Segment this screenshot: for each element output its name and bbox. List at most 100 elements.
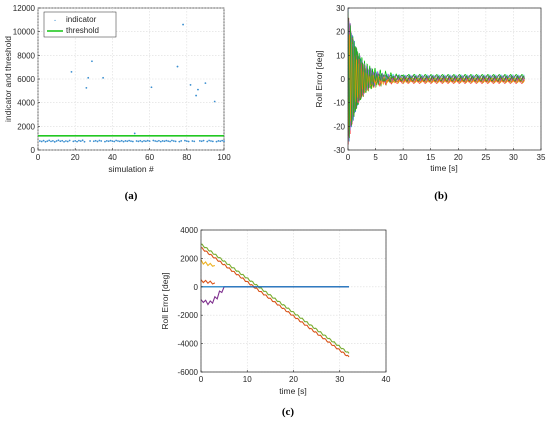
indicator-point — [198, 139, 201, 142]
indicator-point — [165, 139, 168, 142]
indicator-point — [51, 139, 54, 142]
indicator-point — [144, 140, 147, 143]
indicator-point — [171, 139, 173, 142]
indicator-point — [176, 65, 179, 68]
y-tick-label: -6000 — [178, 368, 199, 377]
indicator-point — [50, 140, 52, 143]
indicator-point — [128, 139, 131, 142]
indicator-point — [104, 140, 106, 143]
indicator-point — [83, 140, 86, 143]
x-tick-label: 0 — [199, 375, 204, 384]
indicator-point — [74, 139, 77, 142]
x-tick-label: 20 — [454, 153, 463, 162]
indicator-point — [206, 140, 209, 143]
indicator-point — [204, 82, 207, 85]
x-tick-label: 15 — [426, 153, 435, 162]
legend-label-indicator: indicator — [66, 15, 97, 24]
indicator-point — [148, 140, 151, 143]
indicator-point — [159, 140, 162, 143]
indicator-point — [150, 86, 153, 89]
indicator-point — [46, 140, 49, 143]
indicator-point — [115, 139, 118, 142]
indicator-point — [42, 139, 45, 142]
indicator-point — [65, 140, 67, 142]
indicator-point — [189, 84, 192, 86]
indicator-point — [118, 140, 121, 143]
x-tick-label: 80 — [182, 153, 191, 162]
chart-a: 0 20 40 60 80 100020004000600080001000012000 … — [3, 4, 231, 202]
indicator-point — [167, 140, 170, 143]
indicator-point — [113, 140, 116, 143]
x-tick-label: 10 — [243, 375, 252, 384]
x-tick-label: 60 — [145, 153, 154, 162]
x-tick-label: 30 — [335, 375, 344, 384]
indicator-point — [70, 71, 73, 73]
y-tick-label: 2000 — [180, 254, 198, 263]
y-tick-label: 4000 — [17, 99, 35, 108]
y-tick-label: -30 — [333, 146, 345, 155]
indicator-point — [59, 140, 62, 143]
indicator-point — [122, 140, 125, 143]
y-tick-label: 2000 — [17, 122, 35, 131]
indicator-point — [146, 139, 149, 142]
x-tick-label: 40 — [108, 153, 117, 162]
indicator-point — [117, 140, 119, 142]
indicator-point — [219, 140, 222, 143]
roll-error-traces — [348, 8, 525, 145]
indicator-point — [156, 140, 158, 143]
caption-c: (c) — [282, 406, 295, 418]
chart-a-ylabel: indicator and threshold — [3, 36, 13, 122]
indicator-point — [111, 140, 114, 143]
indicator-point — [126, 140, 129, 143]
x-tick-label: 5 — [373, 153, 378, 162]
indicator-point — [55, 140, 58, 142]
indicator-point — [161, 139, 164, 142]
legend-box — [43, 11, 117, 38]
x-tick-label: 35 — [537, 153, 546, 162]
x-tick-label: 40 — [382, 375, 391, 384]
indicator-point — [76, 140, 78, 143]
y-tick-label: -10 — [333, 99, 345, 108]
indicator-point — [135, 140, 138, 142]
indicator-point — [102, 76, 104, 79]
indicator-point — [98, 139, 101, 142]
x-tick-label: 30 — [509, 153, 518, 162]
indicator-point — [57, 139, 60, 142]
y-tick-label: 6000 — [17, 75, 35, 84]
indicator-point — [94, 139, 97, 142]
indicator-point — [89, 140, 91, 142]
indicator-point — [105, 139, 108, 142]
indicator-point — [185, 140, 188, 143]
chart-b-ylabel: Roll Error [deg] — [314, 50, 324, 107]
indicator-point — [200, 140, 203, 143]
indicator-point — [133, 132, 136, 135]
indicator-point — [163, 140, 166, 143]
indicator-point — [221, 139, 224, 142]
indicator-point — [184, 139, 186, 142]
indicator-point — [109, 139, 112, 142]
roll-error-series — [200, 286, 349, 306]
y-tick-label: 8000 — [17, 51, 35, 60]
indicator-point — [66, 140, 69, 143]
legend-marker-indicator: · — [53, 15, 56, 26]
indicator-point — [187, 140, 190, 143]
y-tick-label: 0 — [31, 146, 36, 155]
legend-label-threshold: threshold — [66, 26, 99, 35]
x-tick-label: 20 — [71, 153, 80, 162]
y-tick-label: -20 — [333, 122, 345, 131]
indicator-point — [78, 139, 80, 142]
indicator-point — [210, 140, 212, 142]
indicator-point — [197, 88, 199, 91]
x-tick-label: 10 — [399, 153, 408, 162]
indicator-point — [213, 100, 216, 103]
indicator-point — [178, 140, 181, 143]
indicator-point — [137, 140, 140, 143]
caption-a: (a) — [125, 190, 138, 202]
indicator-point — [40, 140, 43, 143]
indicator-point — [152, 139, 155, 142]
x-tick-label: 25 — [481, 153, 490, 162]
x-tick-label: 0 — [346, 153, 351, 162]
indicator-point — [208, 139, 211, 142]
roll-error-series — [200, 243, 350, 354]
